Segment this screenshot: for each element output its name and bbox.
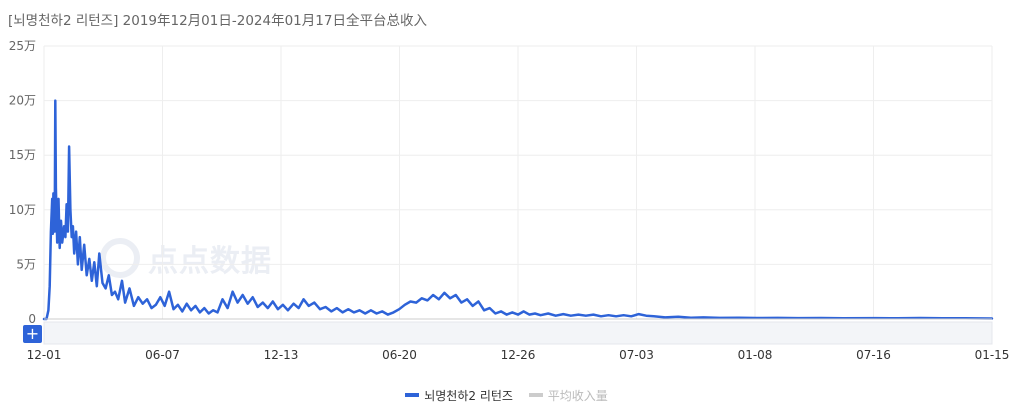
y-tick-label: 5万 [16,257,36,271]
y-tick-label: 25万 [9,39,36,53]
legend-swatch-average [528,393,543,397]
y-tick-label: 0 [28,312,36,326]
series-line-0 [42,99,994,321]
x-tick-label: 12-26 [501,348,536,362]
x-tick-label: 07-16 [856,348,891,362]
legend: 뇌명천하2 리턴즈 平均收入量 [0,386,1013,404]
y-tick-label: 20万 [9,94,36,108]
watermark: 点点数据 [100,236,272,280]
watermark-text: 点点数据 [148,244,272,279]
legend-item-average[interactable]: 平均收入量 [528,387,608,404]
chart-title: [뇌명천하2 리턴즈] 2019年12月01日-2024年01月17日全平台总收… [8,13,427,29]
x-tick-label: 01-15 [975,348,1010,362]
legend-label-series: 뇌명천하2 리턴즈 [424,388,513,403]
x-tick-label: 12-13 [264,348,299,362]
legend-swatch-series [405,393,420,397]
watermark-logo-icon [100,238,140,278]
zoom-slider-track[interactable] [43,321,993,345]
legend-item-series[interactable]: 뇌명천하2 리턴즈 [405,387,513,404]
x-tick-label: 01-08 [738,348,773,362]
x-tick-label: 06-20 [382,348,417,362]
x-tick-label: 06-07 [145,348,180,362]
legend-label-average: 平均收入量 [547,388,608,403]
x-tick-label: 07-03 [619,348,654,362]
y-tick-label: 10万 [9,203,36,217]
zoom-add-button[interactable]: + [23,325,42,343]
x-tick-label: 12-01 [27,348,62,362]
y-tick-label: 15万 [9,148,36,162]
